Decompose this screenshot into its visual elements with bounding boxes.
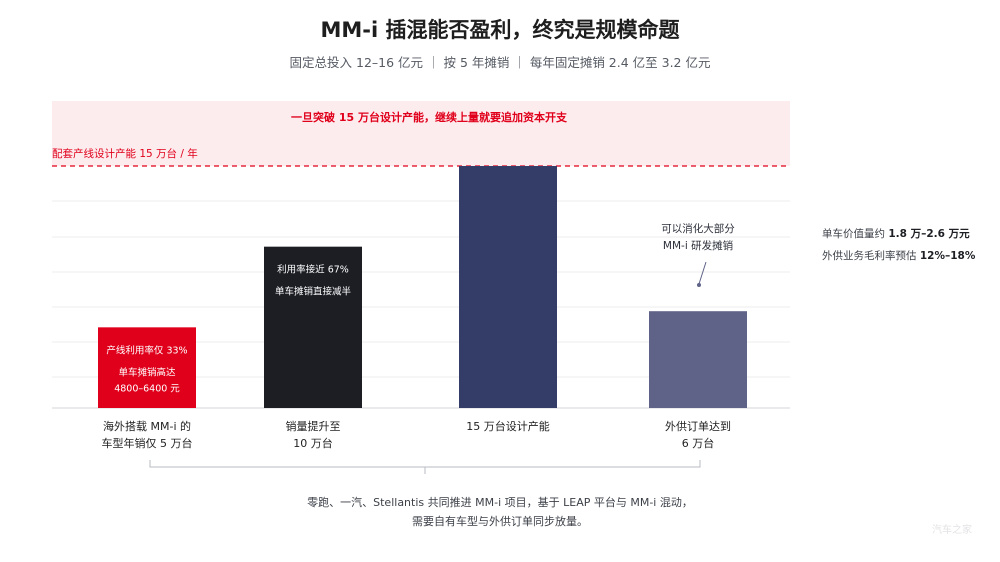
over-capacity-note: 一旦突破 15 万台设计产能，继续上量就要追加资本开支	[291, 110, 568, 124]
bar-inner-label: 产线利用率仅 33%	[106, 344, 187, 356]
x-tick-label: 海外搭载 MM-i 的	[103, 419, 191, 433]
x-tick-label: 外供订单达到	[665, 419, 731, 433]
bar-inner-label: 4800–6400 元	[114, 383, 180, 394]
side-note-unit-value-label: 单车价值量约	[822, 228, 889, 240]
side-note-margin-number: 12%–18%	[919, 250, 976, 262]
bar-inner-label: 单车摊销直接减半	[275, 286, 351, 298]
callout-dot	[697, 283, 701, 287]
side-note-unit-value-number: 1.8 万–2.6 万元	[888, 228, 970, 240]
chart-title: MM-i 插混能否盈利，终究是规模命题	[320, 18, 680, 42]
x-tick-label: 6 万台	[682, 436, 715, 450]
side-note-margin: 外供业务毛利率预估 12%–18%	[822, 248, 975, 263]
callout-leader	[698, 261, 707, 285]
bar-inner-label: 单车摊销高达	[118, 366, 176, 378]
bar	[649, 311, 747, 408]
x-tick-label: 销量提升至	[286, 419, 341, 433]
bar-inner-label: 利用率接近 67%	[277, 264, 349, 276]
over-capacity-band	[52, 101, 790, 166]
footnote-line-2: 需要自有车型与外供订单同步放量。	[412, 515, 588, 528]
callout-label: 可以消化大部分	[661, 222, 735, 235]
bar	[459, 166, 557, 408]
x-tick-label: 车型年销仅 5 万台	[102, 436, 193, 450]
watermark: 汽车之家	[932, 525, 972, 536]
bar	[98, 327, 196, 408]
callout-label: MM-i 研发摊销	[663, 239, 733, 252]
side-note-margin-label: 外供业务毛利率预估	[822, 250, 920, 262]
side-note-unit-value: 单车价值量约 1.8 万–2.6 万元	[822, 226, 970, 241]
footnote-line-1: 零跑、一汽、Stellantis 共同推进 MM-i 项目，基于 LEAP 平台…	[307, 496, 693, 509]
capacity-line-label: 配套产线设计产能 15 万台 / 年	[52, 147, 198, 160]
x-tick-label: 10 万台	[293, 436, 333, 450]
bar	[264, 246, 362, 408]
category-bracket	[149, 460, 701, 468]
x-tick-label: 15 万台设计产能	[466, 419, 550, 433]
chart-subtitle: 固定总投入 12–16 亿元 ｜ 按 5 年摊销 ｜ 每年固定摊销 2.4 亿至…	[289, 55, 711, 70]
